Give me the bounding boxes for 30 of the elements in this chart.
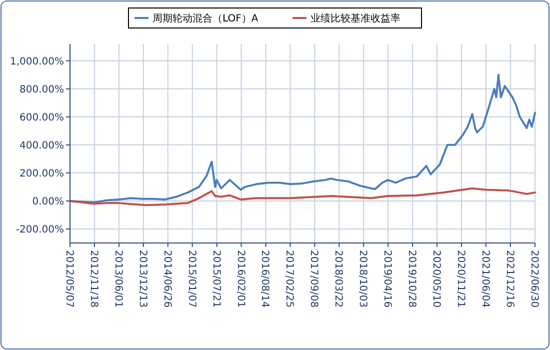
legend-label: 周期轮动混合（LOF）A — [152, 12, 258, 24]
y-tick-label: 200.00% — [20, 168, 64, 180]
y-tick-label: -200.00% — [16, 224, 64, 236]
x-tick-label: 2021/12/16 — [504, 250, 515, 308]
x-tick-label: 2020/05/10 — [430, 250, 442, 308]
y-tick-label: 1,000.00% — [10, 56, 64, 68]
x-tick-label: 2022/06/30 — [528, 250, 540, 308]
x-tick-label: 2015/01/07 — [186, 250, 197, 308]
line-series — [69, 187, 536, 206]
x-tick-label: 2012/11/18 — [88, 250, 99, 308]
y-tick-label: 400.00% — [20, 140, 64, 152]
y-tick-label: 600.00% — [20, 112, 64, 124]
legend-label: 业绩比较基准收益率 — [310, 12, 400, 24]
x-tick-label: 2014/06/26 — [161, 250, 172, 308]
x-tick-label: 2017/02/25 — [284, 250, 295, 308]
y-tick-label: 800.00% — [20, 84, 64, 96]
x-tick-label: 2013/12/13 — [136, 250, 148, 308]
y-tick-label: 0.00% — [32, 196, 64, 208]
x-tick-label: 2021/06/04 — [479, 250, 490, 308]
x-tick-label: 2016/02/01 — [234, 250, 246, 308]
x-tick-label: 2019/10/28 — [406, 250, 418, 308]
x-tick-label: 2013/06/01 — [112, 250, 124, 308]
x-tick-label: 2012/05/07 — [64, 250, 74, 308]
x-tick-label: 2018/03/22 — [332, 250, 344, 308]
x-tick-label: 2018/10/03 — [357, 250, 368, 308]
x-tick-label: 2016/08/14 — [259, 250, 270, 308]
x-tick-label: 2015/07/21 — [210, 250, 222, 308]
x-tick-label: 2019/04/16 — [382, 250, 393, 308]
x-tick-label: 2020/11/21 — [454, 250, 466, 308]
x-tick-label: 2017/09/08 — [308, 250, 320, 308]
